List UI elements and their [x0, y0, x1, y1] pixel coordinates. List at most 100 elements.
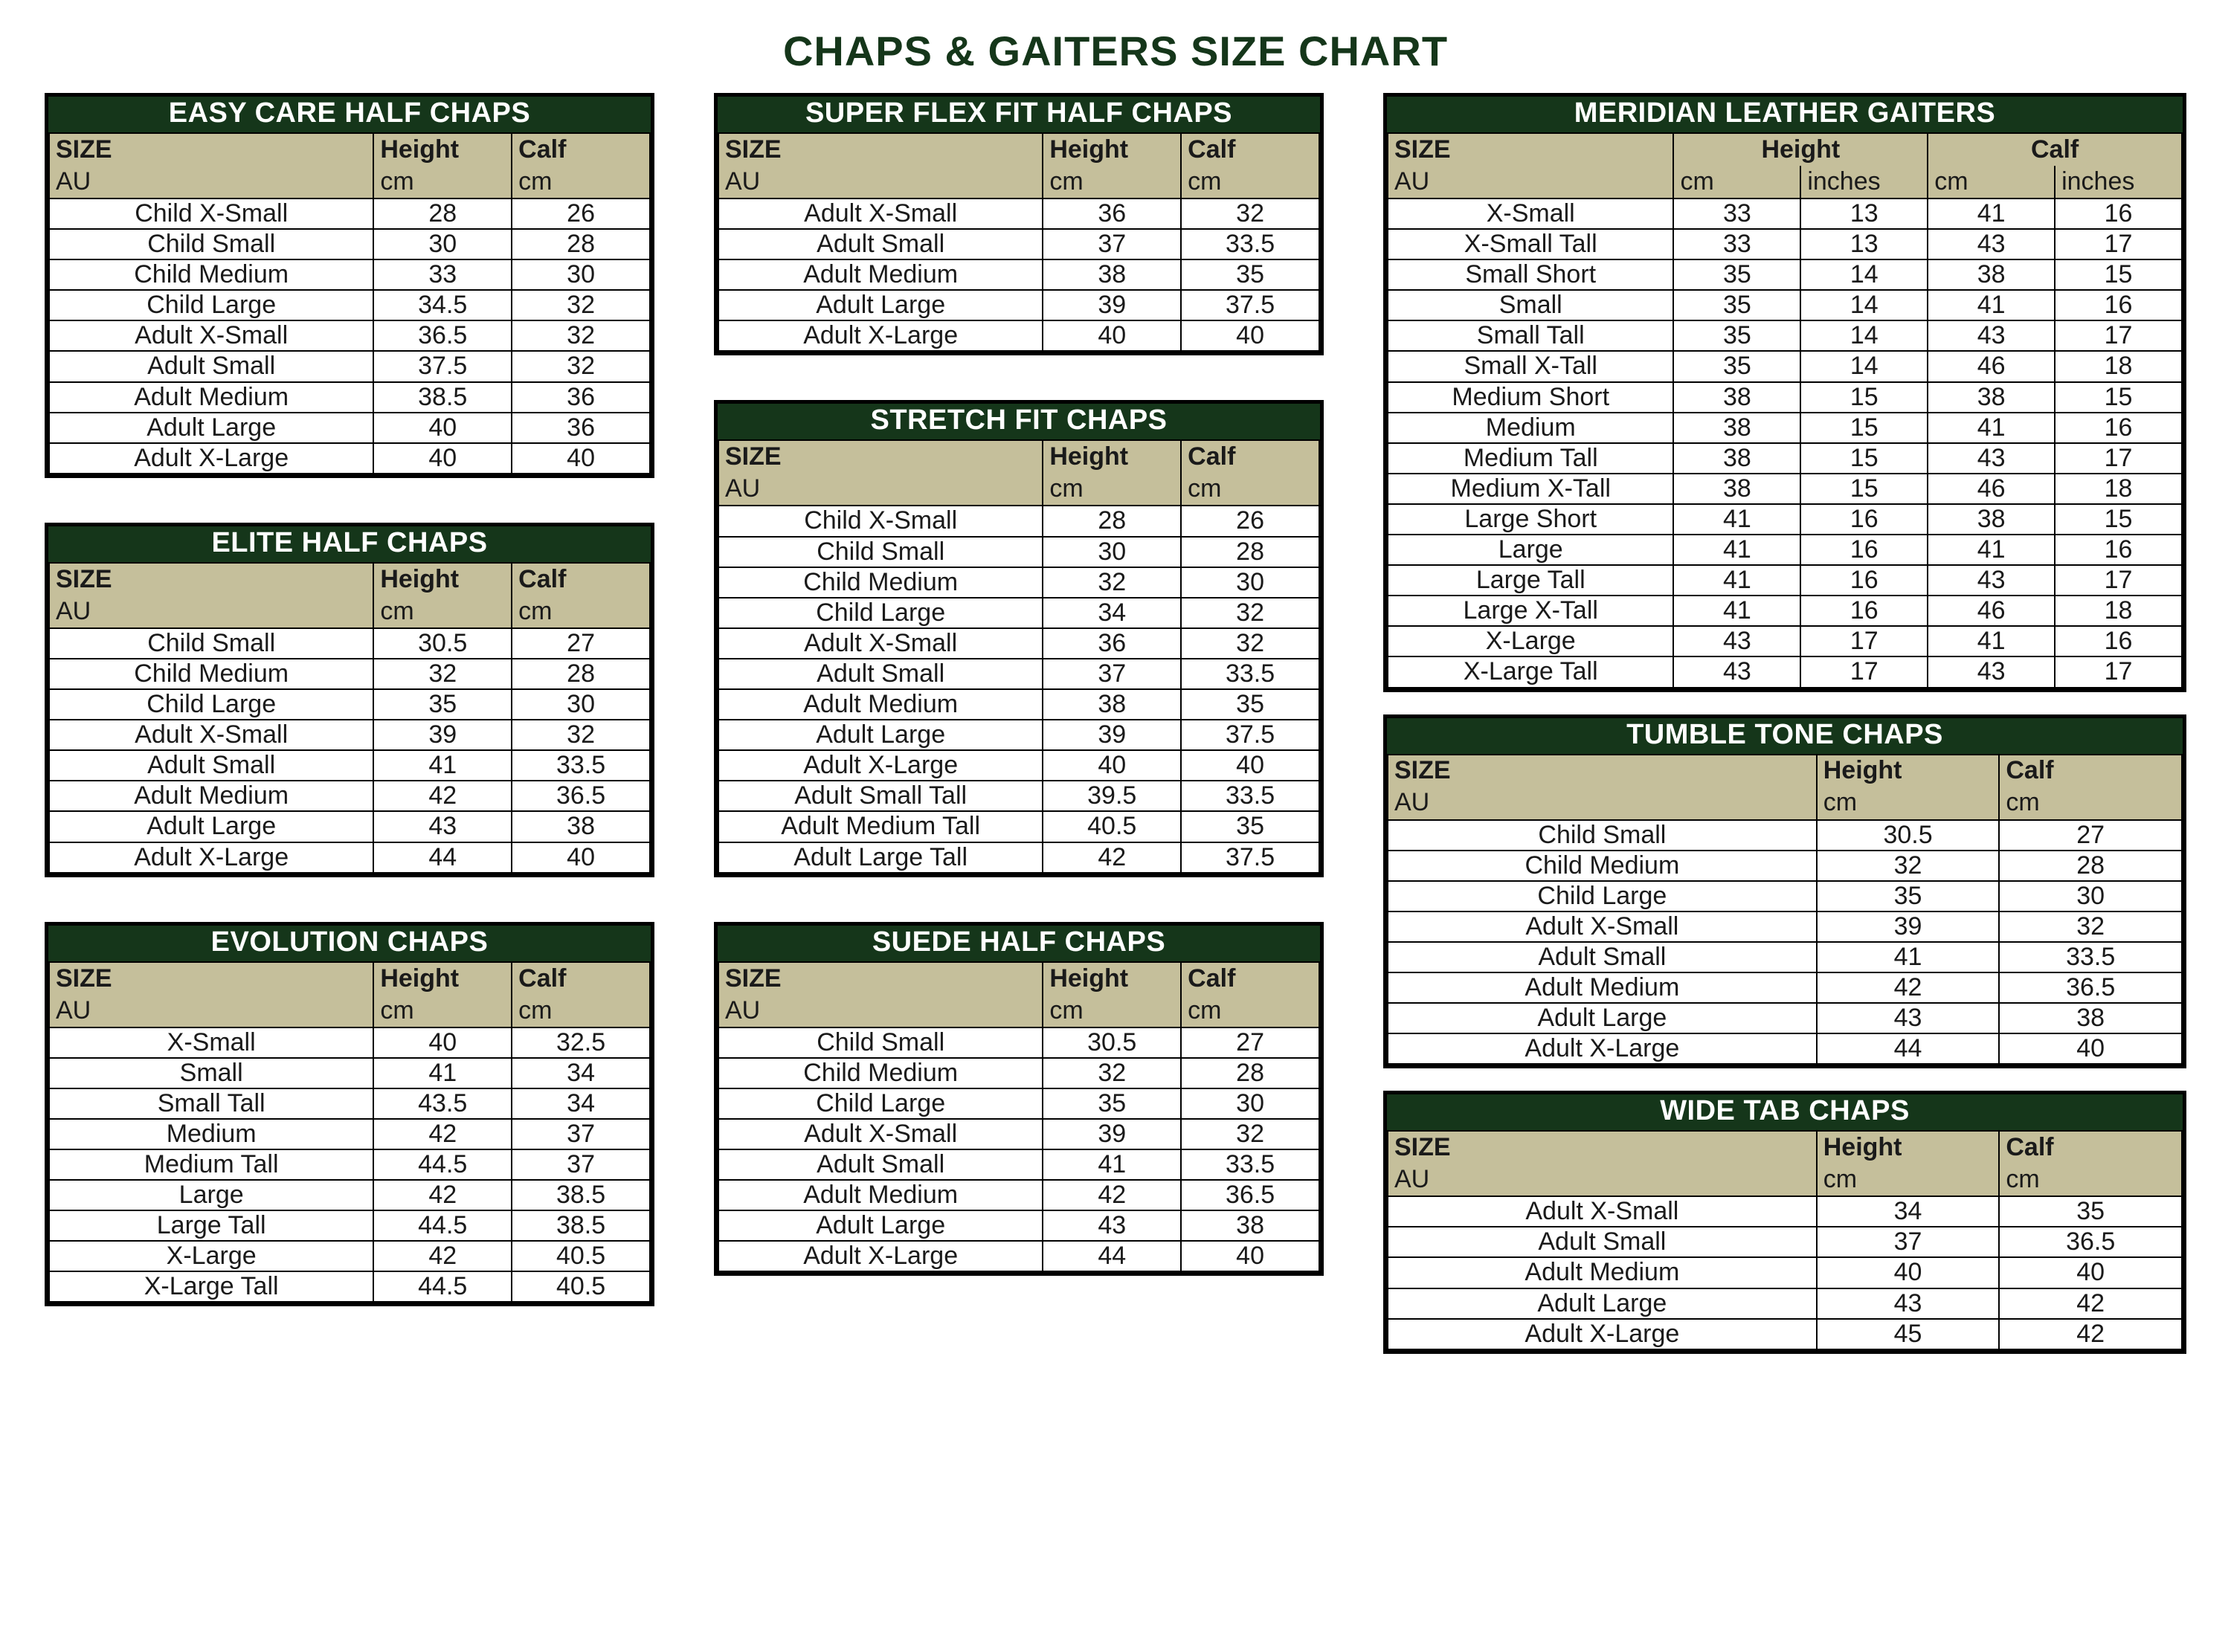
cell-size: Adult Small — [718, 1149, 1043, 1180]
cell-value: 42 — [1999, 1288, 2182, 1319]
cell-value: 43 — [1673, 656, 1800, 687]
cell-value: 30 — [373, 229, 512, 259]
cell-value: 32 — [1043, 567, 1181, 598]
cell-value: 32 — [512, 320, 650, 351]
cell-value: 16 — [2055, 535, 2182, 565]
cell-size: Small Tall — [49, 1088, 373, 1119]
col-cm: cm — [1181, 473, 1319, 506]
cell-value: 35 — [1999, 1196, 2182, 1227]
cell-size: Adult X-Small — [1388, 1196, 1817, 1227]
cell-value: 32.5 — [512, 1027, 650, 1058]
table-row: Adult Medium3835 — [718, 689, 1319, 720]
cell-value: 44 — [1817, 1033, 2000, 1064]
cell-value: 42 — [373, 1241, 512, 1271]
chart-title: SUPER FLEX FIT HALF CHAPS — [718, 97, 1320, 132]
table-row: Adult Medium3835 — [718, 259, 1319, 290]
cell-value: 30 — [512, 259, 650, 290]
cell-size: Child Small — [718, 537, 1043, 567]
table-row: X-Large Tall44.540.5 — [49, 1271, 650, 1302]
table-row: X-Small33134116 — [1388, 199, 2182, 229]
column-middle: SUPER FLEX FIT HALF CHAPS SIZE Height Ca… — [714, 93, 1324, 1276]
col-height: Height — [1043, 962, 1181, 995]
cell-value: 39.5 — [1043, 781, 1181, 811]
table-row: Adult X-Small3435 — [1388, 1196, 2182, 1227]
table-row: Adult Large4338 — [1388, 1003, 2182, 1033]
cell-value: 39 — [1043, 290, 1181, 320]
cell-size: X-Large — [49, 1241, 373, 1271]
cell-value: 17 — [1800, 626, 1928, 656]
cell-value: 38 — [1673, 382, 1800, 413]
cell-size: Medium Tall — [49, 1149, 373, 1180]
cell-size: Child Medium — [718, 1058, 1043, 1088]
chart-title: TUMBLE TONE CHAPS — [1387, 718, 2183, 754]
cell-size: Adult X-Small — [718, 1119, 1043, 1149]
cell-value: 30.5 — [1043, 1027, 1181, 1058]
cell-size: Child Medium — [718, 567, 1043, 598]
cell-value: 39 — [373, 720, 512, 750]
cell-value: 41 — [1673, 596, 1800, 626]
cell-value: 41 — [1928, 290, 2055, 320]
cell-size: Adult X-Small — [718, 199, 1043, 229]
col-calf: Calf — [1928, 133, 2182, 166]
cell-size: Medium — [49, 1119, 373, 1149]
cell-value: 43 — [1928, 565, 2055, 596]
cell-size: Adult Large — [49, 811, 373, 842]
cell-size: Large — [1388, 535, 1673, 565]
table-row: Medium38154116 — [1388, 413, 2182, 443]
cell-value: 40 — [1043, 320, 1181, 351]
col-height: Height — [373, 962, 512, 995]
cell-size: Child Small — [49, 628, 373, 659]
cell-value: 35 — [1181, 259, 1319, 290]
col-size: SIZE — [1388, 755, 1817, 787]
cell-value: 15 — [1800, 413, 1928, 443]
cell-value: 32 — [1043, 1058, 1181, 1088]
cell-value: 33.5 — [1181, 781, 1319, 811]
size-table: SIZE Height Calf AU cm cm Child Small30.… — [718, 961, 1320, 1273]
cell-value: 30 — [1043, 537, 1181, 567]
cell-size: Adult X-Large — [718, 1241, 1043, 1271]
table-row: Adult Large3937.5 — [718, 720, 1319, 750]
cell-size: Adult X-Small — [718, 628, 1043, 659]
chart-tumble: TUMBLE TONE CHAPS SIZE Height Calf AU cm… — [1383, 714, 2186, 1069]
col-cm: cm — [1817, 787, 2000, 820]
table-row: Adult X-Large4440 — [1388, 1033, 2182, 1064]
cell-value: 35 — [1673, 259, 1800, 290]
table-row: Adult X-Large4040 — [718, 750, 1319, 781]
cell-value: 38 — [1673, 413, 1800, 443]
cell-value: 43 — [1817, 1003, 2000, 1033]
cell-value: 35 — [1673, 320, 1800, 351]
col-calf: Calf — [1181, 133, 1319, 166]
cell-value: 41 — [1928, 535, 2055, 565]
col-au: AU — [1388, 787, 1817, 820]
size-table: SIZE Height Calf AU cm cm Child Small30.… — [1387, 754, 2183, 1065]
cell-value: 42 — [373, 1119, 512, 1149]
cell-value: 35 — [1817, 881, 2000, 911]
cell-value: 38 — [1928, 259, 2055, 290]
table-row: Child X-Small2826 — [49, 199, 650, 229]
cell-value: 16 — [1800, 535, 1928, 565]
cell-size: X-Large — [1388, 626, 1673, 656]
table-row: Adult Small3736.5 — [1388, 1227, 2182, 1257]
size-table: SIZE Height Calf AU cm cm Child X-Small2… — [48, 132, 651, 474]
cell-value: 44.5 — [373, 1149, 512, 1180]
cell-value: 36.5 — [1999, 1227, 2182, 1257]
table-row: Adult X-Large4040 — [718, 320, 1319, 351]
table-row: Child Large3432 — [718, 598, 1319, 628]
cell-value: 39 — [1817, 911, 2000, 942]
table-row: Adult Large4036 — [49, 413, 650, 443]
cell-size: Large — [49, 1180, 373, 1210]
cell-value: 38 — [1673, 474, 1800, 504]
chart-meridian: MERIDIAN LEATHER GAITERS SIZE Height Cal… — [1383, 93, 2186, 692]
col-size: SIZE — [1388, 133, 1673, 166]
cell-value: 26 — [512, 199, 650, 229]
col-size: SIZE — [718, 962, 1043, 995]
col-size: SIZE — [49, 133, 373, 166]
cell-value: 43 — [1928, 443, 2055, 474]
cell-value: 15 — [1800, 443, 1928, 474]
table-row: Child Large3530 — [1388, 881, 2182, 911]
cell-size: Adult Medium — [1388, 1257, 1817, 1288]
cell-value: 14 — [1800, 351, 1928, 381]
cell-value: 28 — [1181, 537, 1319, 567]
cell-size: X-Small Tall — [1388, 229, 1673, 259]
table-row: Adult Medium4236.5 — [49, 781, 650, 811]
